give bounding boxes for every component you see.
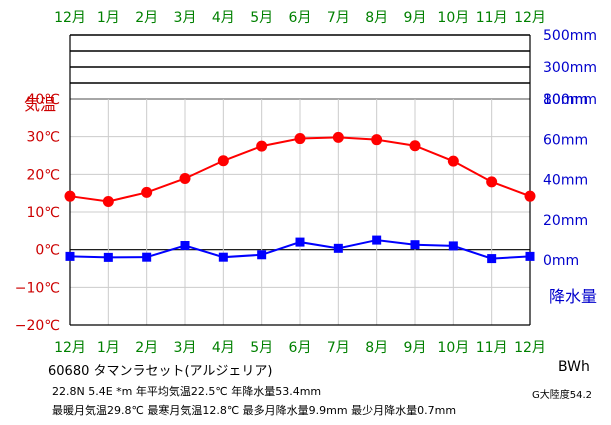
- month-label-bottom: 4月: [212, 340, 235, 356]
- precip-tick-label: 60mm: [543, 132, 588, 148]
- temperature-point: [256, 140, 268, 152]
- month-label-bottom: 2月: [135, 340, 158, 356]
- month-label-top: 3月: [174, 10, 197, 26]
- temperature-point: [409, 140, 421, 152]
- precip-tick-label: 80mm: [543, 92, 588, 108]
- temperature-point: [332, 131, 344, 143]
- station-stats-line-2: 最暖月気温29.8℃ 最寒月気温12.8℃ 最多月降水量9.9mm 最少月降水量…: [52, 404, 457, 417]
- precip-log-tick-label: 100mm: [543, 92, 597, 108]
- temperature-point: [217, 155, 229, 167]
- month-label-top: 12月: [514, 10, 546, 26]
- climograph-chart: 12月 1月 2月 3月 4月 5月 6月 7月 8月 9月 10月 11月 12月 12月 1月 2月 3月…: [15, 10, 597, 356]
- month-label-bottom: 12月: [54, 340, 86, 356]
- month-label-bottom: 11月: [476, 340, 508, 356]
- temperature-point: [447, 155, 459, 167]
- precip-axis-title: 降水量: [549, 287, 597, 306]
- precipitation-point: [218, 252, 228, 262]
- temp-tick-label: 10℃: [26, 205, 60, 221]
- temperature-point: [141, 186, 153, 198]
- month-label-top: 2月: [135, 10, 158, 26]
- precip-tick-label: 20mm: [543, 213, 588, 229]
- temp-tick-label: 40℃: [26, 92, 60, 108]
- month-label-top: 9月: [404, 10, 427, 26]
- month-label-bottom: 7月: [327, 340, 350, 356]
- temperature-point: [371, 134, 383, 146]
- precipitation-point: [448, 241, 458, 251]
- precipitation-point: [180, 241, 190, 251]
- month-label-bottom: 6月: [289, 340, 312, 356]
- month-label-bottom: 9月: [404, 340, 427, 356]
- temperature-point: [64, 190, 76, 202]
- precipitation-point: [103, 252, 113, 262]
- month-label-top: 4月: [212, 10, 235, 26]
- precipitation-point: [410, 240, 420, 250]
- precipitation-point: [333, 243, 343, 253]
- station-title: 60680 タマンラセット(アルジェリア): [48, 364, 273, 379]
- temp-tick-label: 20℃: [26, 167, 60, 183]
- month-label-top: 11月: [476, 10, 508, 26]
- month-label-bottom: 5月: [250, 340, 273, 356]
- precip-log-tick-label: 300mm: [543, 60, 597, 76]
- precipitation-point: [257, 250, 267, 260]
- month-label-bottom: 10月: [437, 340, 469, 356]
- temperature-point: [179, 172, 191, 184]
- month-label-top: 5月: [250, 10, 273, 26]
- temp-tick-label: −20℃: [15, 318, 60, 334]
- precipitation-point: [65, 251, 75, 261]
- temp-axis-title: 気温: [24, 95, 56, 114]
- temperature-point: [524, 190, 536, 202]
- temp-tick-label: 0℃: [35, 243, 60, 259]
- month-label-bottom: 12月: [514, 340, 546, 356]
- precipitation-point: [142, 252, 152, 262]
- precipitation-point: [487, 254, 497, 264]
- koppen-climate-code: BWh: [558, 359, 590, 375]
- precip-tick-label: 40mm: [543, 173, 588, 189]
- station-stats-line-1: 22.8N 5.4E *m 年平均気温22.5℃ 年降水量53.4mm: [52, 385, 322, 398]
- month-label-top: 10月: [437, 10, 469, 26]
- precipitation-point: [295, 237, 305, 247]
- month-label-top: 8月: [365, 10, 388, 26]
- month-label-bottom: 8月: [365, 340, 388, 356]
- month-label-top: 7月: [327, 10, 350, 26]
- precip-tick-label: 0mm: [543, 253, 579, 269]
- month-label-top: 1月: [97, 10, 120, 26]
- precipitation-point: [525, 251, 535, 261]
- temperature-point: [102, 195, 114, 207]
- month-label-bottom: 3月: [174, 340, 197, 356]
- month-label-top: 12月: [54, 10, 86, 26]
- temperature-point: [486, 176, 498, 188]
- temp-tick-label: 30℃: [26, 130, 60, 146]
- precipitation-point: [372, 235, 382, 245]
- precip-log-tick-label: 500mm: [543, 28, 597, 44]
- month-label-top: 6月: [289, 10, 312, 26]
- temp-tick-label: −10℃: [15, 280, 60, 296]
- aridity-index: G大陸度54.2: [532, 390, 593, 401]
- month-label-bottom: 1月: [97, 340, 120, 356]
- temperature-point: [294, 133, 306, 145]
